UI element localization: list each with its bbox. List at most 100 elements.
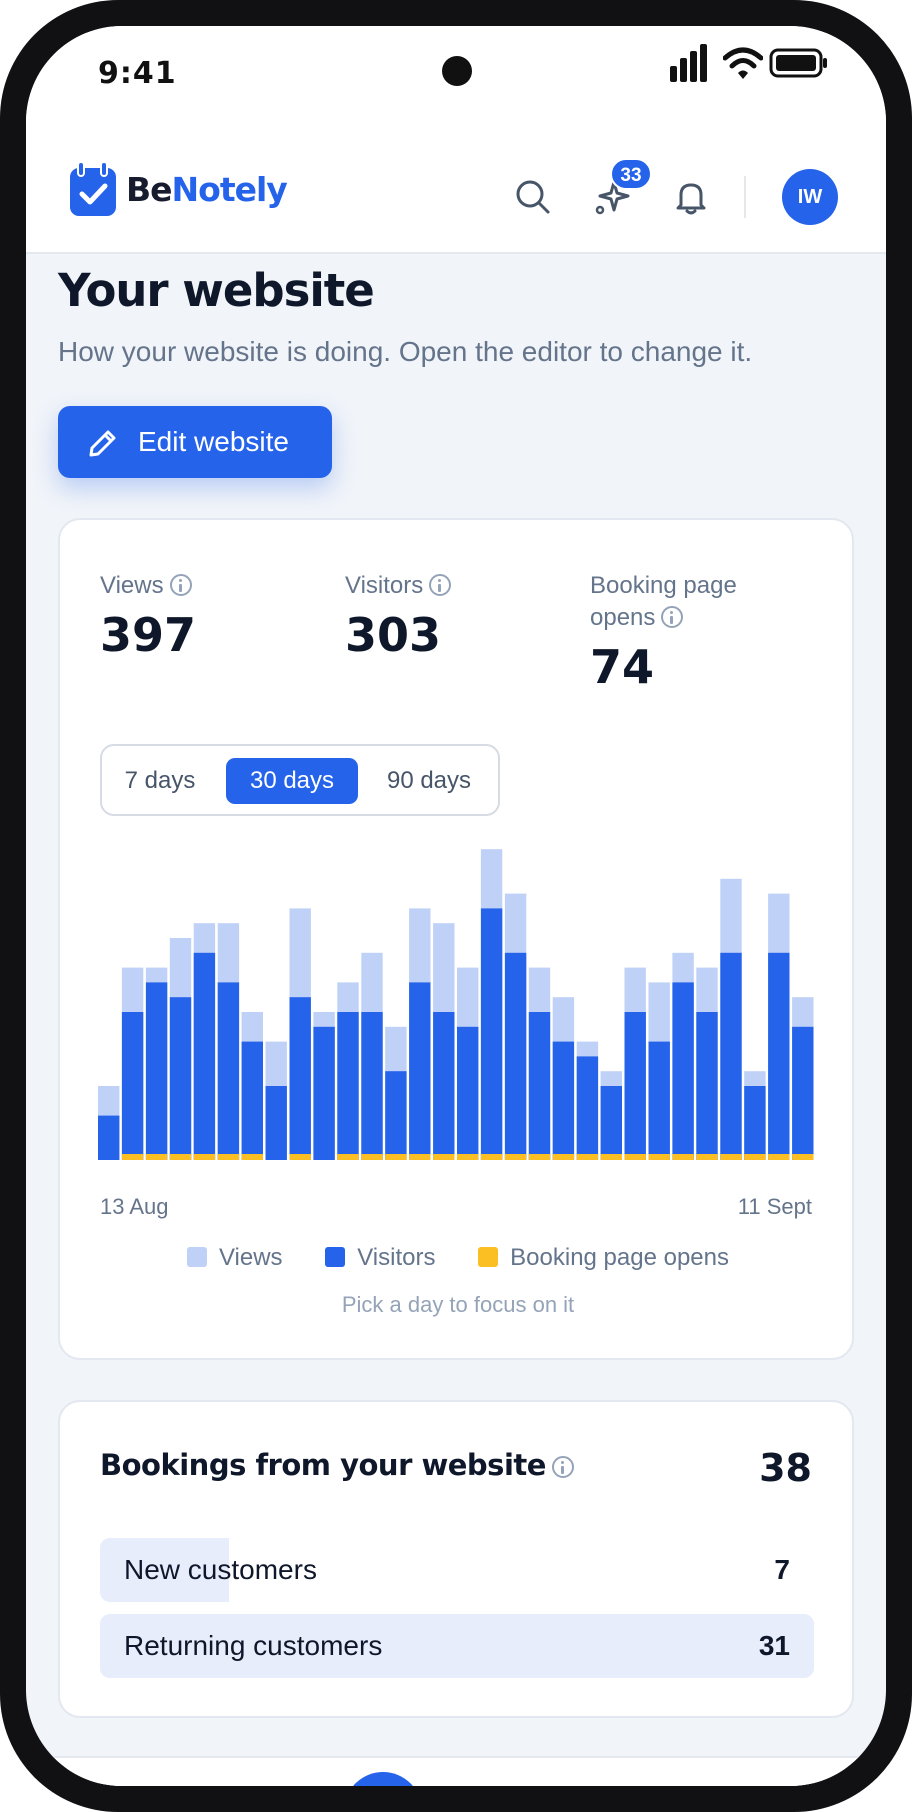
stat-views-label: Views [100, 572, 164, 599]
chart-hint: Pick a day to focus on it [341, 1292, 575, 1317]
bar-booking-opens[interactable] [217, 1154, 240, 1160]
brand-logo[interactable]: BeNotely [126, 170, 288, 209]
bell-icon[interactable] [672, 178, 710, 216]
bar-visitors[interactable] [385, 1071, 407, 1160]
bar-booking-opens[interactable] [792, 1154, 814, 1160]
range-30-days[interactable]: 30 days [226, 758, 358, 804]
stat-visitors-value: 303 [345, 608, 442, 662]
info-icon[interactable] [429, 574, 452, 596]
bar-visitors[interactable] [433, 1012, 455, 1160]
bar-booking-opens[interactable] [361, 1154, 383, 1160]
bar-booking-opens[interactable] [504, 1154, 527, 1160]
bar-visitors[interactable] [576, 1056, 599, 1160]
pencil-icon [89, 430, 116, 457]
legend-swatch-booking [478, 1247, 499, 1267]
edit-website-button[interactable]: Edit website [58, 406, 332, 478]
screen: 9:41 [26, 26, 886, 1786]
bar-visitors[interactable] [528, 1012, 551, 1160]
legend-views-label: Views [218, 1244, 283, 1271]
bar-visitors[interactable] [504, 952, 527, 1160]
bar-visitors[interactable] [121, 1012, 144, 1160]
bar-booking-opens[interactable] [672, 1154, 694, 1160]
bar-booking-opens[interactable] [289, 1154, 311, 1160]
bar-visitors[interactable] [768, 952, 790, 1160]
bar-visitors[interactable] [361, 1012, 383, 1160]
bar-visitors[interactable] [624, 1012, 646, 1160]
bar-booking-opens[interactable] [624, 1154, 646, 1160]
brand-logo-be: Be [126, 170, 173, 209]
bar-booking-opens[interactable] [121, 1154, 144, 1160]
bar-booking-opens[interactable] [528, 1154, 551, 1160]
bookings-row-new-fill [100, 1538, 229, 1602]
bar-booking-opens[interactable] [552, 1154, 575, 1160]
legend-visitors-label: Visitors [357, 1244, 436, 1271]
bar-visitors[interactable] [648, 1041, 670, 1160]
bar-booking-opens[interactable] [744, 1154, 766, 1160]
bar-booking-opens[interactable] [169, 1154, 192, 1160]
legend-item-booking: Booking page opens [478, 1244, 729, 1272]
range-90-days[interactable]: 90 days [386, 767, 472, 794]
bar-booking-opens[interactable] [409, 1154, 431, 1160]
bar-visitors[interactable] [313, 1026, 335, 1160]
bar-booking-opens[interactable] [241, 1154, 263, 1160]
bar-visitors[interactable] [145, 982, 168, 1160]
bar-visitors[interactable] [457, 1026, 479, 1160]
bar-visitors[interactable] [600, 1086, 622, 1160]
bar-visitors[interactable] [98, 1115, 120, 1160]
bookings-total: 38 [759, 1446, 812, 1490]
legend-item-views: Views [186, 1244, 283, 1272]
bookings-card: Bookings from your website 38 New custom… [58, 1400, 854, 1718]
bar-booking-opens[interactable] [576, 1154, 599, 1160]
bar-visitors[interactable] [289, 997, 311, 1160]
stat-views: Views 397 [100, 570, 196, 662]
bar-visitors[interactable] [169, 997, 192, 1160]
bar-booking-opens[interactable] [720, 1154, 742, 1160]
info-icon[interactable] [661, 606, 684, 628]
bar-visitors[interactable] [265, 1086, 287, 1160]
avatar[interactable]: IW [782, 169, 838, 225]
bar-visitors[interactable] [744, 1086, 766, 1160]
bar-visitors[interactable] [409, 982, 431, 1160]
page-title: Your website [58, 264, 375, 317]
bar-visitors[interactable] [792, 1026, 814, 1160]
signal-icon [670, 44, 710, 82]
legend-item-visitors: Visitors [325, 1244, 435, 1272]
info-icon[interactable] [169, 574, 192, 596]
bar-booking-opens[interactable] [480, 1154, 503, 1160]
bar-booking-opens[interactable] [337, 1154, 359, 1160]
bar-visitors[interactable] [480, 908, 503, 1160]
stat-booking-value: 74 [590, 640, 655, 694]
sparkle-icon[interactable] [592, 178, 630, 216]
bar-visitors[interactable] [337, 1012, 359, 1160]
bar-booking-opens[interactable] [457, 1154, 479, 1160]
chart-legend: Views Visitors Booking page opens [60, 1244, 856, 1272]
bar-booking-opens[interactable] [600, 1154, 622, 1160]
range-7-days[interactable]: 7 days [124, 767, 196, 794]
bar-visitors[interactable] [217, 982, 240, 1160]
bookings-title: Bookings from your website [100, 1448, 574, 1482]
bar-booking-opens[interactable] [768, 1154, 790, 1160]
bar-visitors[interactable] [193, 952, 216, 1160]
bookings-row-returning: Returning customers 31 [100, 1614, 814, 1678]
battery-icon [769, 48, 827, 78]
bar-booking-opens[interactable] [193, 1154, 216, 1160]
bar-visitors[interactable] [552, 1041, 575, 1160]
page-subtitle: How your website is doing. Open the edit… [58, 336, 753, 367]
bar-booking-opens[interactable] [433, 1154, 455, 1160]
bar-booking-opens[interactable] [145, 1154, 168, 1160]
daily-traffic-chart[interactable] [98, 840, 816, 1168]
bar-visitors[interactable] [696, 1012, 718, 1160]
stat-booking-opens: Booking page opens 74 [590, 570, 760, 694]
info-icon[interactable] [551, 1456, 574, 1478]
bar-booking-opens[interactable] [385, 1154, 407, 1160]
camera-cutout [442, 56, 472, 86]
bar-visitors[interactable] [672, 982, 694, 1160]
search-icon[interactable] [514, 178, 552, 216]
bar-visitors[interactable] [241, 1041, 263, 1160]
status-bar: 9:41 [26, 26, 886, 136]
bar-visitors[interactable] [720, 952, 742, 1160]
bookings-row-returning-fill [100, 1614, 814, 1678]
bar-booking-opens[interactable] [696, 1154, 718, 1160]
bar-booking-opens[interactable] [648, 1154, 670, 1160]
